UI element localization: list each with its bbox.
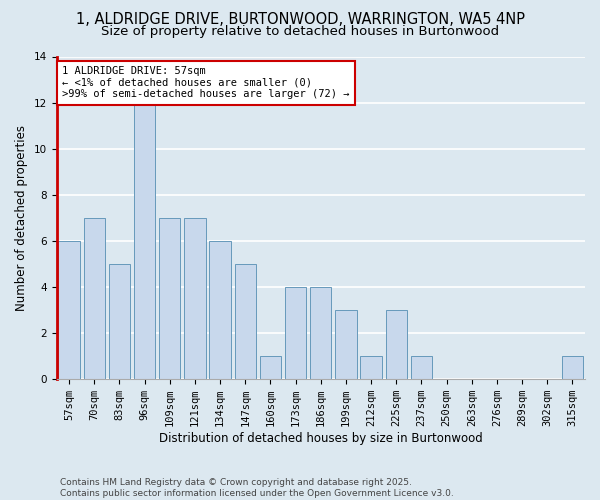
Text: Size of property relative to detached houses in Burtonwood: Size of property relative to detached ho… — [101, 25, 499, 38]
Bar — [411, 356, 432, 379]
Bar — [235, 264, 256, 379]
Text: 1 ALDRIDGE DRIVE: 57sqm
← <1% of detached houses are smaller (0)
>99% of semi-de: 1 ALDRIDGE DRIVE: 57sqm ← <1% of detache… — [62, 66, 349, 100]
X-axis label: Distribution of detached houses by size in Burtonwood: Distribution of detached houses by size … — [159, 432, 482, 445]
Bar — [58, 241, 80, 379]
Bar — [335, 310, 356, 379]
Bar — [562, 356, 583, 379]
Bar — [260, 356, 281, 379]
Text: 1, ALDRIDGE DRIVE, BURTONWOOD, WARRINGTON, WA5 4NP: 1, ALDRIDGE DRIVE, BURTONWOOD, WARRINGTO… — [76, 12, 524, 28]
Bar — [83, 218, 105, 379]
Bar — [310, 287, 331, 379]
Bar — [159, 218, 181, 379]
Text: Contains HM Land Registry data © Crown copyright and database right 2025.
Contai: Contains HM Land Registry data © Crown c… — [60, 478, 454, 498]
Y-axis label: Number of detached properties: Number of detached properties — [15, 125, 28, 311]
Bar — [209, 241, 231, 379]
Bar — [386, 310, 407, 379]
Bar — [184, 218, 206, 379]
Bar — [134, 102, 155, 379]
Bar — [361, 356, 382, 379]
Bar — [285, 287, 306, 379]
Bar — [109, 264, 130, 379]
